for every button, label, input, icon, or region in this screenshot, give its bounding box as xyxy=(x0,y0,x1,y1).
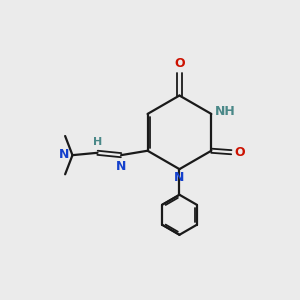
Text: N: N xyxy=(174,171,184,184)
Text: N: N xyxy=(58,148,69,161)
Text: N: N xyxy=(116,160,126,173)
Text: O: O xyxy=(234,146,245,159)
Text: H: H xyxy=(94,137,103,148)
Text: NH: NH xyxy=(215,105,236,118)
Text: O: O xyxy=(174,57,185,70)
